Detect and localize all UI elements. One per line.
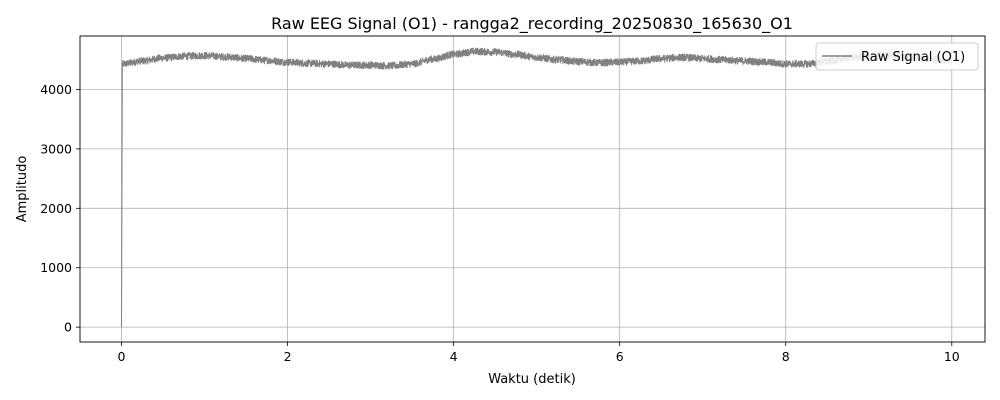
plot-frame <box>79 35 986 343</box>
y-axis-ticks: 0 1000 2000 3000 4000 <box>40 82 80 335</box>
y-tick-label: 4000 <box>40 82 72 97</box>
chart-title: Raw EEG Signal (O1) - rangga2_recording_… <box>271 14 793 34</box>
series-layer <box>121 47 953 328</box>
x-tick-label: 4 <box>450 349 458 364</box>
plot-background <box>80 36 985 342</box>
x-tick-label: 6 <box>616 349 624 364</box>
grid-lines <box>80 36 985 342</box>
x-axis-ticks: 0 2 4 6 8 10 <box>118 342 960 364</box>
x-axis-label: Waktu (detik) <box>488 372 576 387</box>
raw-signal-line <box>121 47 953 328</box>
legend-box <box>815 42 979 71</box>
x-tick-label: 8 <box>782 349 790 364</box>
x-tick-label: 2 <box>284 349 292 364</box>
y-tick-label: 3000 <box>40 141 72 156</box>
y-tick-label: 2000 <box>40 201 72 216</box>
x-tick-label: 10 <box>944 349 960 364</box>
x-tick-label: 0 <box>118 349 126 364</box>
y-axis-label: Amplitudo <box>15 156 30 223</box>
legend-label: Raw Signal (O1) <box>861 50 965 65</box>
legend: Raw Signal (O1) <box>815 42 979 71</box>
y-tick-label: 1000 <box>40 260 72 275</box>
y-tick-label: 0 <box>64 320 72 335</box>
